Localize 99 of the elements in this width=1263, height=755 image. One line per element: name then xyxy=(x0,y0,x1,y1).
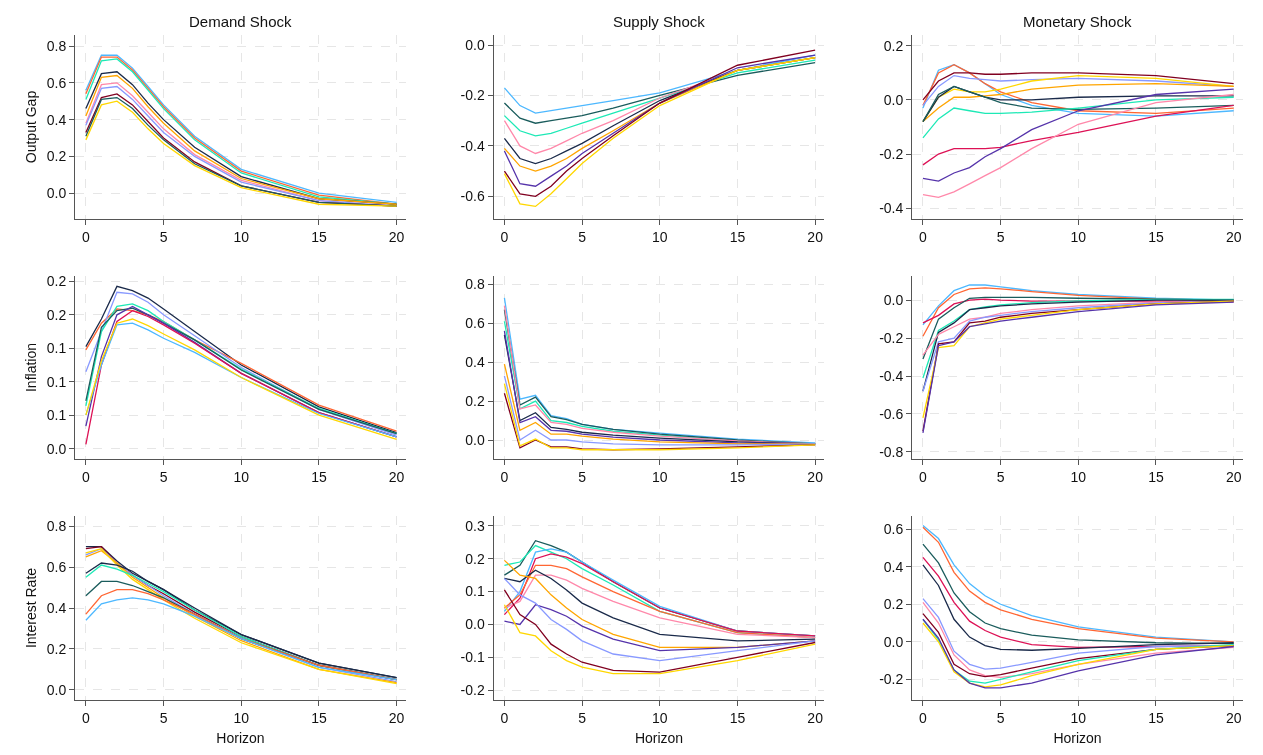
x-tick-label: 10 xyxy=(233,469,250,486)
x-tick-label: 20 xyxy=(807,469,824,486)
y-tick-label: 0.0 xyxy=(46,185,67,202)
y-tick-label: 0.3 xyxy=(465,517,485,534)
y-tick-label: 0.2 xyxy=(883,37,904,54)
chart-title: Monetary Shock xyxy=(1023,13,1132,30)
x-tick-label: 10 xyxy=(233,228,250,245)
y-tick-label: -0.2 xyxy=(879,671,904,688)
x-tick-label: 20 xyxy=(1225,469,1242,486)
y-tick-label: 0.0 xyxy=(46,681,67,698)
x-tick-label: 5 xyxy=(578,469,587,486)
x-tick-label: 5 xyxy=(996,228,1005,245)
x-axis-title: Horizon xyxy=(634,730,684,747)
x-axis-title: Horizon xyxy=(216,730,265,747)
x-tick-label: 0 xyxy=(500,709,509,726)
chart-title: Supply Shock xyxy=(613,13,706,30)
y-tick-label: 0.0 xyxy=(46,440,67,457)
y-axis-title: Output Gap xyxy=(23,90,40,164)
x-tick-label: 10 xyxy=(1070,228,1087,245)
y-tick-label: 0.1 xyxy=(46,340,67,357)
y-tick-label: 0.4 xyxy=(465,354,485,371)
y-tick-label: 0.2 xyxy=(46,306,67,323)
x-tick-label: 0 xyxy=(81,469,90,486)
y-tick-label: 0.0 xyxy=(883,633,904,650)
x-tick-label: 5 xyxy=(578,709,587,726)
x-tick-label: 5 xyxy=(996,469,1005,486)
y-tick-label: -0.2 xyxy=(879,145,904,162)
x-tick-label: 15 xyxy=(1148,709,1164,726)
y-tick-label: 0.0 xyxy=(883,91,904,108)
x-tick-label: 10 xyxy=(1070,709,1087,726)
x-tick-label: 10 xyxy=(651,228,668,245)
x-tick-label: 20 xyxy=(807,709,824,726)
x-tick-label: 0 xyxy=(919,228,928,245)
y-tick-label: -0.4 xyxy=(460,137,485,154)
y-tick-label: 0.8 xyxy=(46,37,67,54)
y-tick-label: 0.4 xyxy=(883,558,904,575)
x-tick-label: 5 xyxy=(578,228,587,245)
y-tick-label: -0.6 xyxy=(879,405,904,422)
x-tick-label: 20 xyxy=(388,228,405,245)
x-tick-label: 20 xyxy=(388,709,405,726)
y-tick-label: 0.1 xyxy=(46,373,67,390)
x-tick-label: 5 xyxy=(159,709,168,726)
y-tick-label: 0.1 xyxy=(465,583,485,600)
y-tick-label: 0.6 xyxy=(883,521,904,538)
y-tick-label: -0.4 xyxy=(879,200,904,217)
y-tick-label: -0.6 xyxy=(460,188,485,205)
y-tick-label: -0.2 xyxy=(460,87,485,104)
x-tick-label: 5 xyxy=(996,709,1005,726)
x-tick-label: 0 xyxy=(500,469,509,486)
x-tick-label: 20 xyxy=(388,469,405,486)
y-axis-title: Inflation xyxy=(23,342,40,393)
x-tick-label: 0 xyxy=(81,228,90,245)
x-tick-label: 15 xyxy=(729,709,746,726)
y-tick-label: 0.4 xyxy=(46,111,67,128)
y-tick-label: 0.6 xyxy=(465,315,485,332)
x-tick-label: 15 xyxy=(729,469,746,486)
y-axis-title: Interest Rate xyxy=(23,567,40,649)
x-tick-label: 20 xyxy=(1225,709,1242,726)
x-tick-label: 15 xyxy=(311,228,327,245)
x-axis-title: Horizon xyxy=(1053,730,1102,747)
y-tick-label: -0.2 xyxy=(879,330,904,346)
x-tick-label: 0 xyxy=(500,228,509,245)
x-tick-label: 20 xyxy=(1225,228,1242,245)
y-tick-label: -0.8 xyxy=(879,443,904,460)
chart-title: Demand Shock xyxy=(189,13,293,30)
y-tick-label: 0.0 xyxy=(465,616,485,633)
x-tick-label: 10 xyxy=(651,709,668,726)
x-tick-label: 0 xyxy=(919,709,928,726)
x-tick-label: 10 xyxy=(651,469,668,486)
x-tick-label: 20 xyxy=(807,228,824,245)
y-tick-label: 0.2 xyxy=(46,273,67,290)
y-tick-label: 0.4 xyxy=(46,599,67,616)
x-tick-label: 5 xyxy=(159,228,168,245)
x-tick-label: 0 xyxy=(81,709,90,726)
x-tick-label: 15 xyxy=(311,709,327,726)
y-tick-label: 0.6 xyxy=(46,559,67,576)
x-tick-label: 15 xyxy=(311,469,327,486)
x-tick-label: 5 xyxy=(159,469,168,486)
y-tick-label: 0.6 xyxy=(46,74,67,91)
y-tick-label: 0.0 xyxy=(465,431,485,448)
y-tick-label: 0.2 xyxy=(883,596,904,613)
x-tick-label: 0 xyxy=(919,469,928,486)
y-tick-label: -0.4 xyxy=(879,367,904,384)
y-tick-label: 0.2 xyxy=(465,392,485,409)
y-tick-label: 0.1 xyxy=(46,407,67,424)
x-tick-label: 10 xyxy=(233,709,250,726)
y-tick-label: 0.8 xyxy=(465,276,485,293)
y-tick-label: 0.2 xyxy=(465,550,485,567)
x-tick-label: 15 xyxy=(729,228,746,245)
x-tick-label: 15 xyxy=(1148,469,1164,486)
y-tick-label: 0.2 xyxy=(46,640,67,657)
y-tick-label: -0.1 xyxy=(460,649,485,666)
y-tick-label: 0.8 xyxy=(46,518,67,535)
y-tick-label: 0.0 xyxy=(883,292,904,309)
x-tick-label: 15 xyxy=(1148,228,1164,245)
y-tick-label: -0.2 xyxy=(460,682,485,699)
y-tick-label: 0.0 xyxy=(465,36,485,53)
x-tick-label: 10 xyxy=(1070,469,1087,486)
y-tick-label: 0.2 xyxy=(46,148,67,165)
